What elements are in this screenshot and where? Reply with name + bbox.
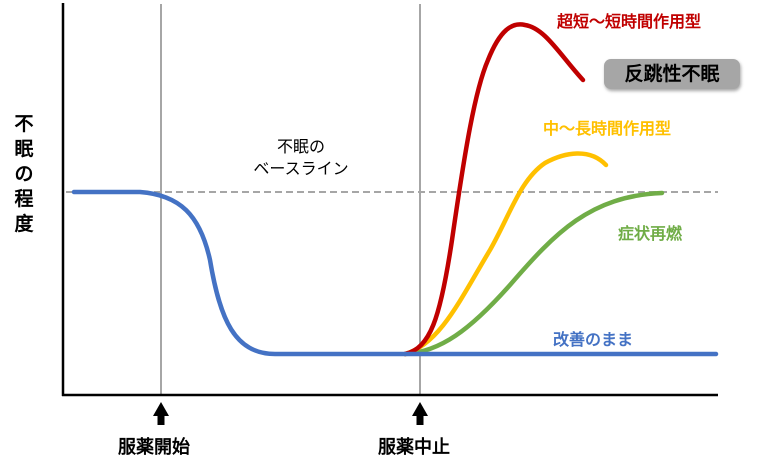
event-label-stop: 服薬中止: [378, 437, 450, 458]
series-label-blue: 改善のまま: [553, 330, 634, 349]
baseline-label-line1: 不眠の: [276, 137, 325, 156]
arrow-up-icon-start: [153, 402, 169, 425]
series-blue-line: [71, 189, 719, 357]
series-yellow-line: [402, 151, 609, 357]
arrow-up-icon-stop: [412, 402, 428, 425]
series-label-yellow: 中〜長時間作用型: [543, 119, 672, 138]
series-red-line: [402, 22, 586, 357]
baseline-label: 不眠の ベースライン: [236, 136, 366, 180]
baseline-label-line2: ベースライン: [253, 159, 349, 178]
series-label-red: 超短〜短時間作用型: [557, 12, 702, 31]
series-green-line: [402, 190, 665, 357]
series-label-green: 症状再燃: [618, 224, 683, 243]
event-label-start: 服薬開始: [118, 437, 190, 458]
rebound-insomnia-badge: 反跳性不眠: [604, 59, 740, 89]
y-axis-label: 不眠の程度: [14, 113, 34, 235]
